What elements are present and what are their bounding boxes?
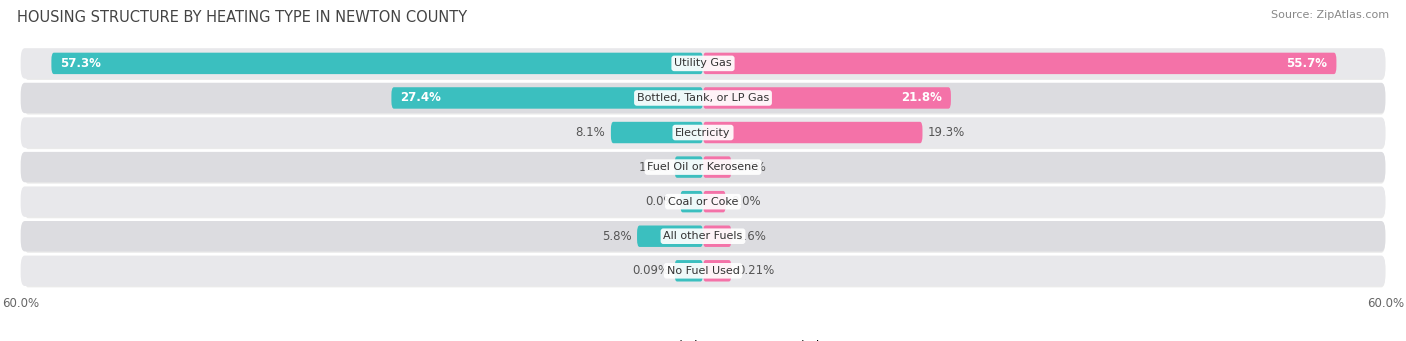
Text: Bottled, Tank, or LP Gas: Bottled, Tank, or LP Gas — [637, 93, 769, 103]
FancyBboxPatch shape — [681, 191, 703, 212]
Text: Coal or Coke: Coal or Coke — [668, 197, 738, 207]
Text: Electricity: Electricity — [675, 128, 731, 137]
Text: 57.3%: 57.3% — [60, 57, 101, 70]
Text: 8.1%: 8.1% — [575, 126, 605, 139]
FancyBboxPatch shape — [24, 188, 1385, 218]
FancyBboxPatch shape — [703, 191, 725, 212]
Text: 1.2%: 1.2% — [638, 161, 669, 174]
FancyBboxPatch shape — [21, 117, 1385, 148]
Text: 0.09%: 0.09% — [631, 264, 669, 277]
Text: 27.4%: 27.4% — [401, 91, 441, 104]
FancyBboxPatch shape — [21, 221, 1385, 251]
FancyBboxPatch shape — [21, 48, 1385, 78]
Text: 55.7%: 55.7% — [1286, 57, 1327, 70]
FancyBboxPatch shape — [703, 157, 731, 178]
Text: HOUSING STRUCTURE BY HEATING TYPE IN NEWTON COUNTY: HOUSING STRUCTURE BY HEATING TYPE IN NEW… — [17, 10, 467, 25]
Legend: Owner-occupied, Renter-occupied: Owner-occupied, Renter-occupied — [581, 336, 825, 341]
Text: 5.8%: 5.8% — [602, 230, 631, 243]
Text: 0.21%: 0.21% — [737, 264, 775, 277]
FancyBboxPatch shape — [24, 257, 1385, 287]
FancyBboxPatch shape — [21, 256, 1385, 286]
Text: Fuel Oil or Kerosene: Fuel Oil or Kerosene — [647, 162, 759, 172]
FancyBboxPatch shape — [391, 87, 703, 109]
FancyBboxPatch shape — [703, 122, 922, 143]
FancyBboxPatch shape — [610, 122, 703, 143]
Text: 19.3%: 19.3% — [928, 126, 966, 139]
FancyBboxPatch shape — [21, 187, 1385, 217]
Text: 1.4%: 1.4% — [737, 161, 768, 174]
Text: 0.0%: 0.0% — [645, 195, 675, 208]
Text: All other Fuels: All other Fuels — [664, 231, 742, 241]
FancyBboxPatch shape — [703, 260, 731, 282]
FancyBboxPatch shape — [675, 157, 703, 178]
Text: 1.6%: 1.6% — [737, 230, 768, 243]
Text: 21.8%: 21.8% — [901, 91, 942, 104]
FancyBboxPatch shape — [703, 53, 1337, 74]
FancyBboxPatch shape — [24, 153, 1385, 184]
FancyBboxPatch shape — [24, 84, 1385, 115]
FancyBboxPatch shape — [703, 225, 731, 247]
Text: Source: ZipAtlas.com: Source: ZipAtlas.com — [1271, 10, 1389, 20]
Text: No Fuel Used: No Fuel Used — [666, 266, 740, 276]
FancyBboxPatch shape — [703, 87, 950, 109]
Text: Utility Gas: Utility Gas — [675, 58, 731, 69]
FancyBboxPatch shape — [24, 119, 1385, 149]
FancyBboxPatch shape — [21, 152, 1385, 182]
FancyBboxPatch shape — [24, 49, 1385, 80]
FancyBboxPatch shape — [675, 260, 703, 282]
FancyBboxPatch shape — [637, 225, 703, 247]
Text: 0.0%: 0.0% — [731, 195, 761, 208]
FancyBboxPatch shape — [52, 53, 703, 74]
FancyBboxPatch shape — [21, 83, 1385, 113]
FancyBboxPatch shape — [24, 222, 1385, 253]
